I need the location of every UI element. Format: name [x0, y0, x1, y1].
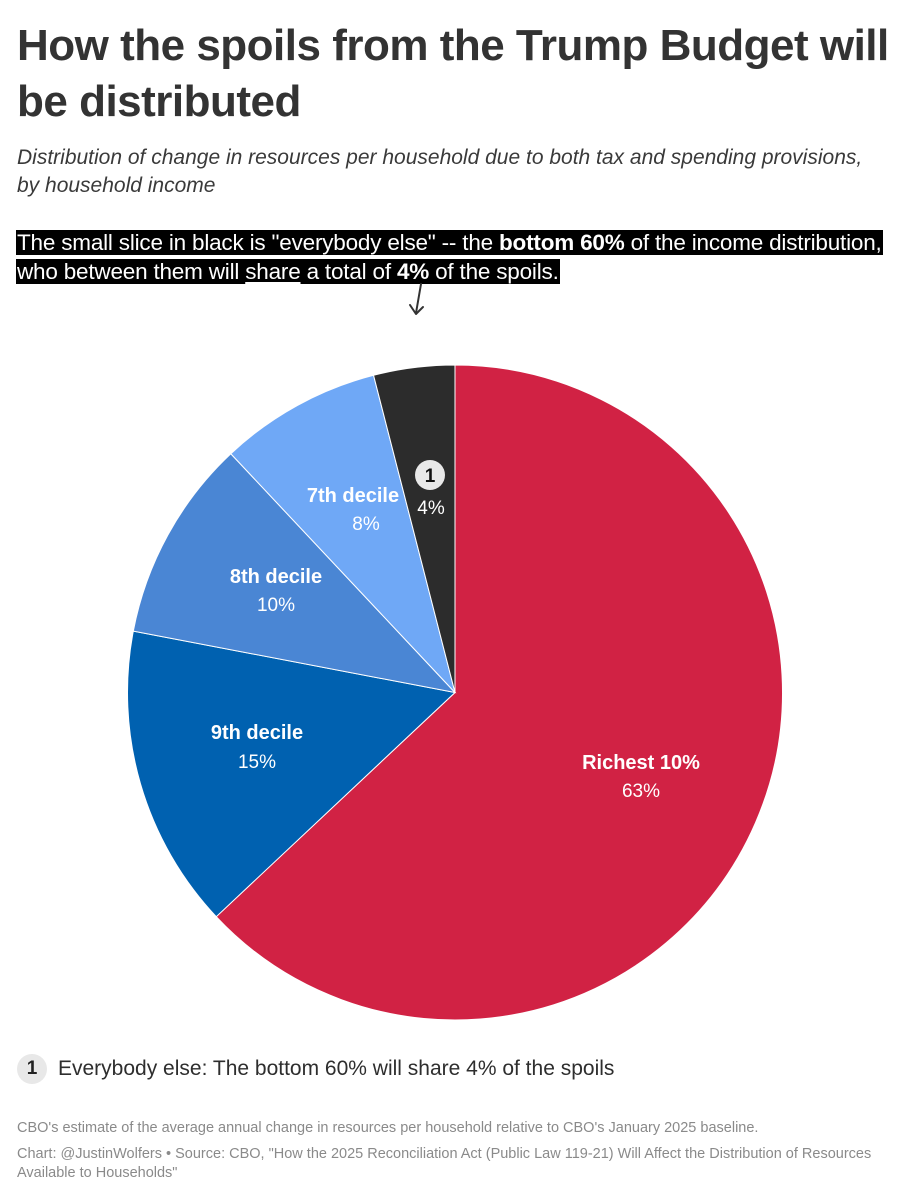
label-bottom60-value: 4%	[417, 498, 445, 519]
slice-7th-decile	[230, 374, 456, 693]
chart-subtitle: Distribution of change in resources per …	[17, 146, 863, 197]
slice-richest-10	[215, 364, 783, 1021]
annotation-callout: The small slice in black is "everybody e…	[16, 230, 883, 284]
methodology-note: CBO's estimate of the average annual cha…	[17, 1120, 759, 1136]
annotation-underline-share: share	[245, 259, 301, 284]
source-credit: Chart: @JustinWolfers • Source: CBO, "Ho…	[17, 1146, 872, 1181]
slice-8th-decile	[132, 453, 457, 694]
label-7th-name: 7th decile	[307, 485, 399, 507]
annotation-arrow-icon	[409, 283, 424, 315]
chart-notes: CBO's estimate of the average annual cha…	[17, 1119, 897, 1183]
label-7th-value: 8%	[352, 514, 380, 535]
annotation-bold-4pct: 4%	[396, 259, 430, 284]
label-8th-name: 8th decile	[230, 566, 322, 588]
footnote-legend: 1 Everybody else: The bottom 60% will sh…	[17, 1054, 614, 1084]
label-9th-value: 15%	[238, 752, 276, 773]
label-9th-name: 9th decile	[211, 722, 303, 744]
annotation-bold-bottom60: bottom 60%	[499, 230, 625, 255]
legend-text: Everybody else: The bottom 60% will shar…	[58, 1057, 615, 1080]
label-8th-value: 10%	[257, 595, 295, 616]
slice-badge-number: 1	[425, 466, 436, 487]
legend-badge: 1	[17, 1054, 47, 1084]
chart-title: How the spoils from the Trump Budget wil…	[17, 21, 889, 126]
slice-labels: Richest 10% 63% 9th decile 15% 8th decil…	[211, 460, 700, 802]
slice-badge-icon	[415, 460, 445, 490]
label-richest-name: Richest 10%	[582, 752, 700, 774]
slice-bottom-60	[372, 364, 456, 693]
label-richest-value: 63%	[622, 781, 660, 802]
pie-slices	[127, 364, 783, 1021]
pie-chart: Richest 10% 63% 9th decile 15% 8th decil…	[127, 364, 783, 1021]
slice-9th-decile	[127, 630, 457, 918]
